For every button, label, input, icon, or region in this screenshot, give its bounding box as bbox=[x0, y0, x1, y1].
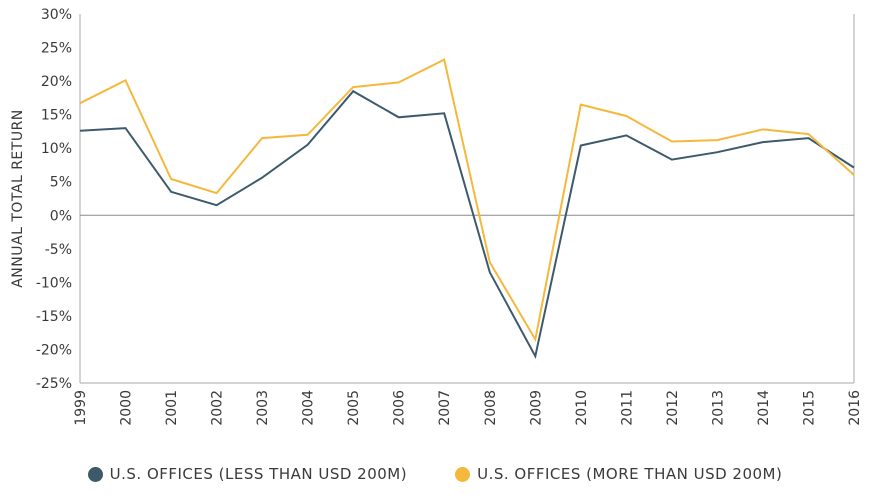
x-tick-label: 2004 bbox=[301, 390, 317, 426]
x-tick-label: 2005 bbox=[346, 390, 362, 426]
x-tick-label: 2012 bbox=[665, 390, 681, 426]
x-tick-label: 2015 bbox=[801, 390, 817, 426]
legend-item-less-than-200m: U.S. OFFICES (LESS THAN USD 200M) bbox=[87, 465, 408, 483]
x-tick-label: 2014 bbox=[756, 390, 772, 426]
y-tick-label: 20% bbox=[41, 74, 72, 90]
line-chart: 30% 25% 20% 15% 10% 5% 0% -5% -10% -15% -20% -25%19… bbox=[10, 7, 863, 426]
legend-marker-less-than-200m bbox=[87, 466, 103, 482]
chart-legend: U.S. OFFICES (LESS THAN USD 200M) U.S. O… bbox=[0, 465, 870, 483]
y-tick-label: 0% bbox=[50, 208, 72, 224]
x-tick-label: 2013 bbox=[710, 390, 726, 426]
y-axis-title: ANNUAL TOTAL RETURN bbox=[10, 109, 26, 288]
x-tick-label: 2009 bbox=[528, 390, 544, 426]
y-tick-label: 15% bbox=[41, 108, 72, 124]
x-tick-label: 2008 bbox=[483, 390, 499, 426]
x-tick-label: 2007 bbox=[437, 390, 453, 426]
x-tick-label: 2000 bbox=[119, 390, 135, 426]
x-tick-label: 2003 bbox=[255, 390, 271, 426]
legend-label-more-than-200m: U.S. OFFICES (MORE THAN USD 200M) bbox=[477, 465, 783, 483]
x-tick-label: 2006 bbox=[392, 390, 408, 426]
y-tick-label: -25% bbox=[36, 376, 72, 392]
x-tick-label: 2001 bbox=[164, 390, 180, 426]
y-tick-label: 25% bbox=[41, 41, 72, 57]
series-line-2 bbox=[79, 58, 855, 343]
y-tick-label: -10% bbox=[36, 275, 72, 291]
x-tick-label: 2002 bbox=[210, 390, 226, 426]
y-tick-label: 30% bbox=[41, 7, 72, 23]
x-tick-label: 1999 bbox=[73, 390, 89, 426]
y-tick-label: 5% bbox=[50, 175, 72, 191]
y-tick-label: -5% bbox=[45, 242, 72, 258]
x-tick-label: 2011 bbox=[619, 390, 635, 426]
legend-label-less-than-200m: U.S. OFFICES (LESS THAN USD 200M) bbox=[109, 465, 408, 483]
series-line-1 bbox=[79, 89, 855, 360]
x-tick-label: 2016 bbox=[847, 390, 863, 426]
y-tick-label: 10% bbox=[41, 141, 72, 157]
y-tick-label: -15% bbox=[36, 309, 72, 325]
x-tick-label: 2010 bbox=[574, 390, 590, 426]
legend-marker-more-than-200m bbox=[455, 466, 471, 482]
legend-item-more-than-200m: U.S. OFFICES (MORE THAN USD 200M) bbox=[455, 465, 782, 483]
y-tick-label: -20% bbox=[36, 342, 72, 358]
